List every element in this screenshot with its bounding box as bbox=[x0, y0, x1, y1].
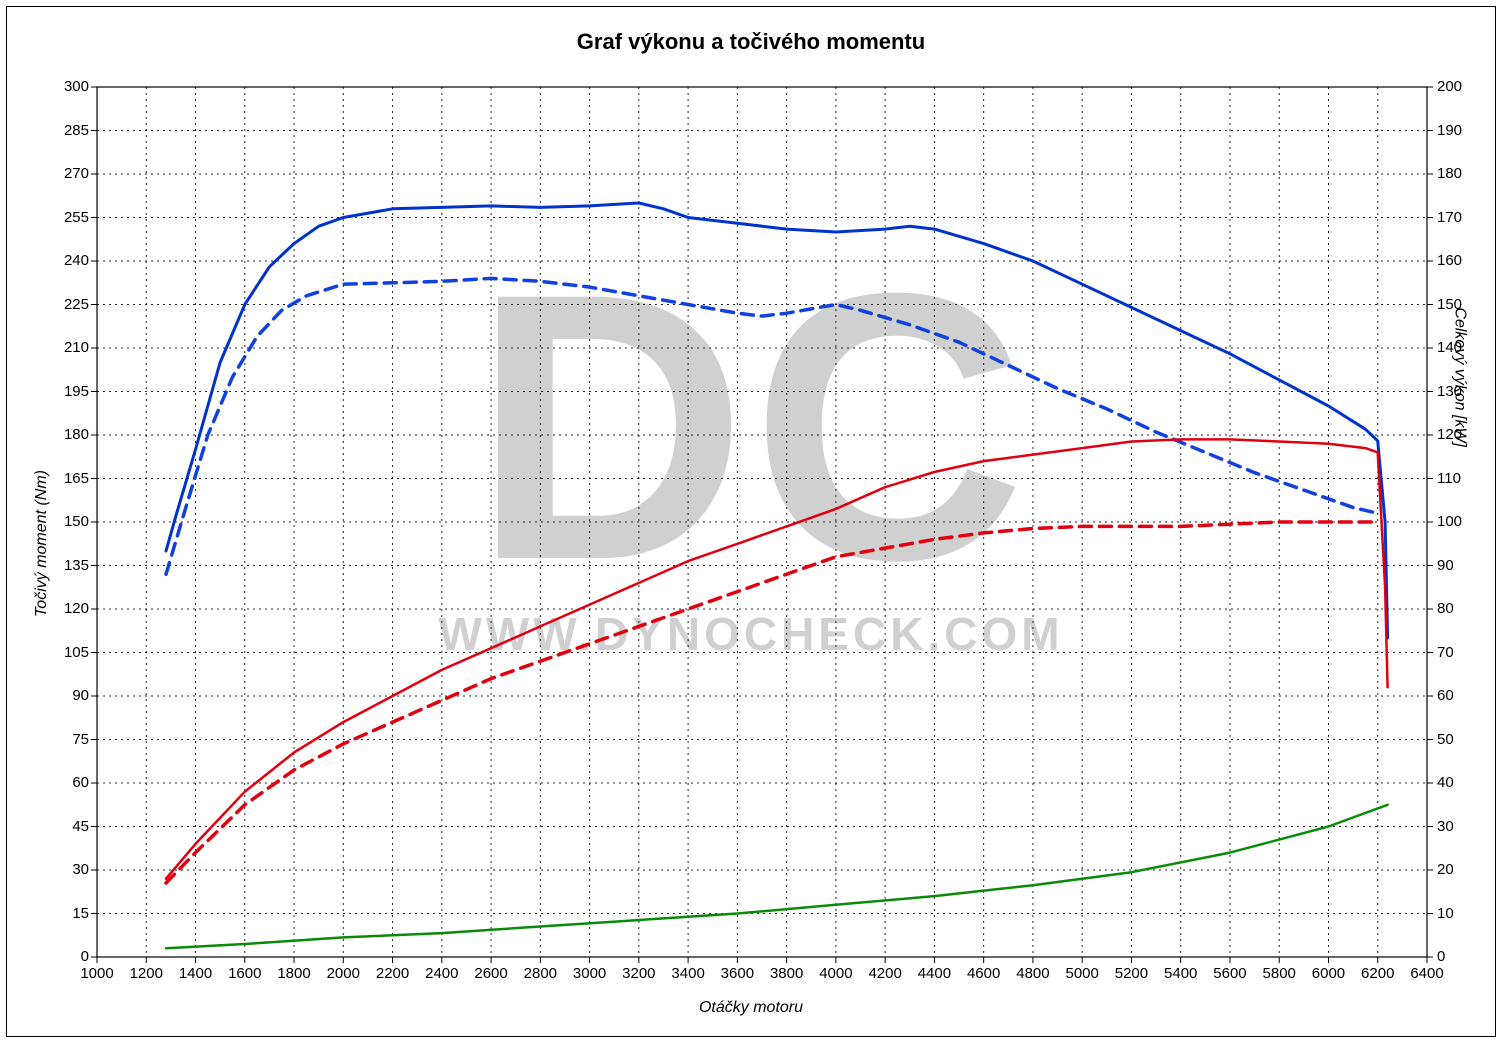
y-left-tick-label: 195 bbox=[64, 383, 89, 400]
y-right-tick-label: 0 bbox=[1437, 948, 1445, 965]
y-left-tick-label: 240 bbox=[64, 252, 89, 269]
y-left-tick-label: 225 bbox=[64, 296, 89, 313]
x-tick-label: 5800 bbox=[1259, 965, 1299, 982]
series-power_tuned bbox=[166, 439, 1388, 878]
x-tick-label: 5200 bbox=[1111, 965, 1151, 982]
x-tick-label: 5600 bbox=[1210, 965, 1250, 982]
y-right-tick-label: 150 bbox=[1437, 296, 1462, 313]
y-left-tick-label: 120 bbox=[64, 600, 89, 617]
x-tick-label: 4400 bbox=[914, 965, 954, 982]
y-left-tick-label: 30 bbox=[72, 861, 89, 878]
y-left-tick-label: 150 bbox=[64, 513, 89, 530]
y-right-tick-label: 70 bbox=[1437, 644, 1454, 661]
x-tick-label: 1600 bbox=[225, 965, 265, 982]
y-right-tick-label: 10 bbox=[1437, 905, 1454, 922]
y-right-tick-label: 90 bbox=[1437, 557, 1454, 574]
y-left-tick-label: 180 bbox=[64, 426, 89, 443]
x-tick-label: 3800 bbox=[767, 965, 807, 982]
x-tick-label: 5400 bbox=[1161, 965, 1201, 982]
series-torque_tuned bbox=[166, 203, 1388, 638]
y-right-tick-label: 20 bbox=[1437, 861, 1454, 878]
y-left-tick-label: 255 bbox=[64, 209, 89, 226]
x-tick-label: 1800 bbox=[274, 965, 314, 982]
y-left-tick-label: 165 bbox=[64, 470, 89, 487]
x-tick-label: 3000 bbox=[570, 965, 610, 982]
y-left-tick-label: 60 bbox=[72, 774, 89, 791]
y-left-tick-label: 15 bbox=[72, 905, 89, 922]
x-tick-label: 6200 bbox=[1358, 965, 1398, 982]
y-right-tick-label: 40 bbox=[1437, 774, 1454, 791]
y-left-tick-label: 270 bbox=[64, 165, 89, 182]
y-right-tick-label: 140 bbox=[1437, 339, 1462, 356]
x-tick-label: 4200 bbox=[865, 965, 905, 982]
y-right-tick-label: 200 bbox=[1437, 78, 1462, 95]
plot-area bbox=[7, 7, 1495, 1036]
y-left-tick-label: 135 bbox=[64, 557, 89, 574]
x-tick-label: 2400 bbox=[422, 965, 462, 982]
y-left-tick-label: 0 bbox=[81, 948, 89, 965]
series-torque_stock bbox=[166, 278, 1378, 574]
x-tick-label: 2000 bbox=[323, 965, 363, 982]
x-tick-label: 3400 bbox=[668, 965, 708, 982]
series-power_stock bbox=[166, 522, 1373, 883]
y-right-tick-label: 110 bbox=[1437, 470, 1461, 487]
y-right-tick-label: 120 bbox=[1437, 426, 1462, 443]
y-left-tick-label: 45 bbox=[72, 818, 89, 835]
y-left-tick-label: 75 bbox=[72, 731, 89, 748]
x-tick-label: 2200 bbox=[373, 965, 413, 982]
x-tick-label: 4800 bbox=[1013, 965, 1053, 982]
y-right-tick-label: 30 bbox=[1437, 818, 1454, 835]
x-tick-label: 2600 bbox=[471, 965, 511, 982]
x-tick-label: 1000 bbox=[77, 965, 117, 982]
y-left-tick-label: 300 bbox=[64, 78, 89, 95]
x-tick-label: 4000 bbox=[816, 965, 856, 982]
x-tick-label: 3600 bbox=[717, 965, 757, 982]
x-tick-label: 4600 bbox=[964, 965, 1004, 982]
y-left-tick-label: 210 bbox=[64, 339, 89, 356]
x-tick-label: 5000 bbox=[1062, 965, 1102, 982]
y-left-tick-label: 105 bbox=[64, 644, 89, 661]
x-tick-label: 1200 bbox=[126, 965, 166, 982]
y-right-tick-label: 160 bbox=[1437, 252, 1462, 269]
y-right-tick-label: 100 bbox=[1437, 513, 1462, 530]
y-left-tick-label: 90 bbox=[72, 687, 89, 704]
x-tick-label: 3200 bbox=[619, 965, 659, 982]
y-right-tick-label: 170 bbox=[1437, 209, 1462, 226]
y-right-tick-label: 180 bbox=[1437, 165, 1462, 182]
y-right-tick-label: 50 bbox=[1437, 731, 1454, 748]
x-tick-label: 6000 bbox=[1308, 965, 1348, 982]
outer-frame: Graf výkonu a točivého momentu Točivý mo… bbox=[6, 6, 1496, 1037]
x-tick-label: 2800 bbox=[520, 965, 560, 982]
x-tick-label: 6400 bbox=[1407, 965, 1447, 982]
y-left-tick-label: 285 bbox=[64, 122, 89, 139]
y-right-tick-label: 80 bbox=[1437, 600, 1454, 617]
y-right-tick-label: 130 bbox=[1437, 383, 1462, 400]
y-right-tick-label: 60 bbox=[1437, 687, 1454, 704]
x-tick-label: 1400 bbox=[176, 965, 216, 982]
y-right-tick-label: 190 bbox=[1437, 122, 1462, 139]
